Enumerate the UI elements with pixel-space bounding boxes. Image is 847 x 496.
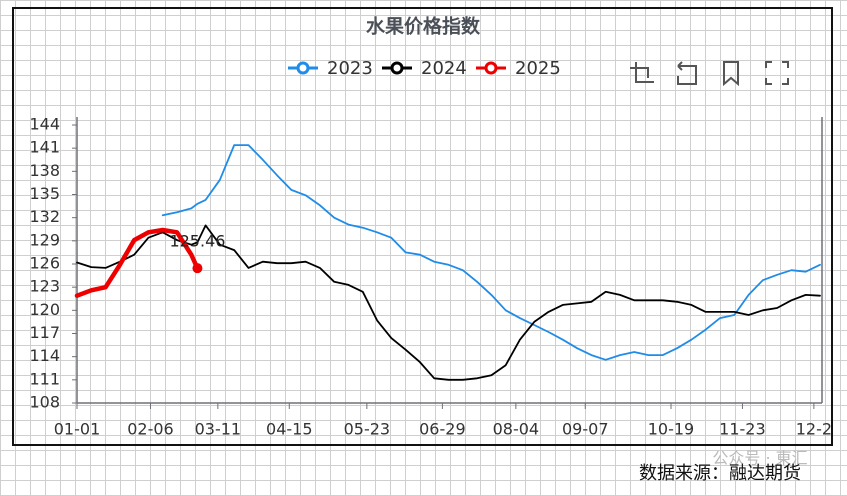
y-tick-label: 108 [29, 393, 60, 412]
source-note: 数据来源：融达期货 [639, 463, 801, 484]
x-tick-label: 12-2 [796, 420, 832, 439]
y-tick-label: 111 [29, 369, 60, 388]
series-line [161, 144, 821, 361]
fullscreen-icon[interactable] [765, 61, 789, 85]
y-tick-label: 129 [29, 230, 60, 249]
x-tick-label: 02-06 [127, 420, 174, 439]
save-icon[interactable] [723, 61, 739, 87]
end-point [192, 263, 203, 274]
legend-item[interactable]: 2025 [476, 58, 561, 79]
legend-label[interactable]: 2024 [421, 58, 467, 79]
y-tick-label: 144 [29, 115, 60, 134]
x-tick-label: 08-04 [493, 420, 540, 439]
legend-label[interactable]: 2025 [515, 58, 561, 79]
y-tick-label: 126 [29, 254, 60, 273]
x-tick-label: 01-01 [54, 420, 101, 439]
legend-symbol[interactable] [296, 61, 310, 75]
x-tick-label: 04-15 [266, 420, 313, 439]
legend-symbol[interactable] [484, 61, 498, 75]
x-tick-label: 06-29 [419, 420, 466, 439]
legend-item[interactable]: 2023 [288, 58, 373, 79]
legend-symbol[interactable] [390, 61, 404, 75]
toolbox[interactable] [630, 61, 789, 87]
x-tick-label: 11-23 [719, 420, 766, 439]
y-tick-label: 114 [29, 346, 60, 365]
zoom-icon[interactable] [630, 62, 654, 83]
series-line [74, 227, 200, 298]
y-tick-label: 123 [29, 277, 60, 296]
y-tick-label: 132 [29, 207, 60, 226]
legend-label[interactable]: 2023 [327, 58, 373, 79]
x-tick-label: 03-11 [195, 420, 242, 439]
y-tick-label: 117 [29, 323, 60, 342]
y-tick-label: 120 [29, 300, 60, 319]
legend: 2023 2024 2025 [288, 58, 561, 79]
chart-frame [12, 7, 833, 446]
x-tick-label: 09-07 [562, 420, 609, 439]
y-tick-label: 138 [29, 161, 60, 180]
chart-title: 水果价格指数 [366, 15, 481, 38]
value-label: 125.46 [169, 232, 225, 251]
x-tick-label: 05-23 [344, 420, 391, 439]
legend-item[interactable]: 2024 [382, 58, 467, 79]
watermark: 公众号 · 東汇 [712, 449, 807, 468]
series-line [76, 224, 821, 381]
y-tick-label: 135 [29, 184, 60, 203]
x-tick-label: 10-19 [648, 420, 695, 439]
y-tick-label: 141 [29, 138, 60, 157]
restore-icon[interactable] [677, 61, 697, 85]
